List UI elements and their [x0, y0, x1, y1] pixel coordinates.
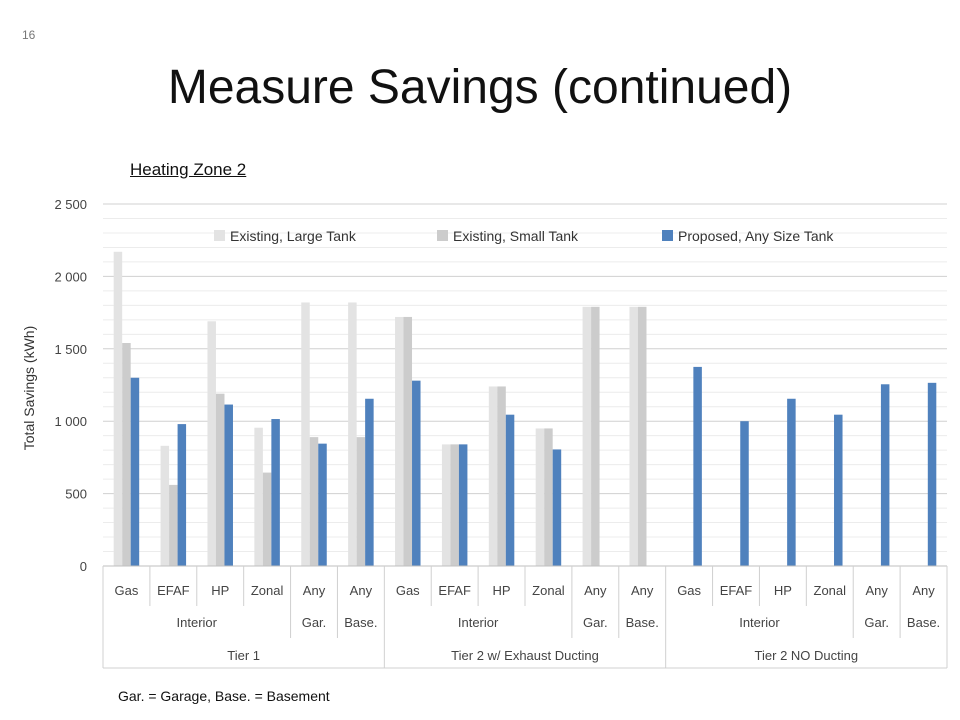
legend-label: Existing, Large Tank — [230, 228, 357, 244]
bar — [880, 384, 890, 566]
x-axis-table: Gas EFAF HP Zonal Any Any Gas EFAF HP Zonal Any Any… — [102, 565, 948, 669]
category-label: EFAF — [438, 583, 471, 598]
group-label: Base. — [626, 615, 659, 630]
bar — [160, 445, 170, 566]
y-tick-label: 0 — [80, 559, 87, 574]
group-label: Interior — [739, 615, 780, 630]
bar — [262, 472, 272, 566]
category-label: Gas — [396, 583, 420, 598]
category-label: HP — [211, 583, 229, 598]
group-label: Gar. — [864, 615, 889, 630]
bar — [122, 343, 131, 566]
bar — [130, 377, 140, 566]
category-label: Gas — [677, 583, 701, 598]
bar — [271, 419, 280, 566]
category-label: EFAF — [720, 583, 753, 598]
bar — [582, 306, 592, 566]
bar — [215, 393, 225, 566]
category-label: Zonal — [251, 583, 284, 598]
legend-swatch — [437, 230, 448, 241]
legend: Existing, Large Tank Existing, Small Tank… — [214, 228, 834, 244]
group-label: Interior — [177, 615, 218, 630]
category-label: Any — [584, 583, 607, 598]
bars — [113, 251, 937, 566]
bar — [441, 444, 451, 566]
group-label: Gar. — [302, 615, 327, 630]
bar — [535, 428, 545, 566]
legend-swatch — [214, 230, 225, 241]
tier-label: Tier 2 NO Ducting — [755, 648, 859, 663]
bar — [740, 421, 749, 566]
bar — [927, 382, 937, 566]
bar — [177, 424, 187, 566]
y-tick-label: 2 000 — [54, 269, 87, 284]
group-label: Interior — [458, 615, 499, 630]
bar — [356, 437, 366, 566]
footnote: Gar. = Garage, Base. = Basement — [118, 688, 330, 704]
bar — [787, 398, 796, 566]
slide-title: Measure Savings (continued) — [167, 61, 793, 114]
bar — [544, 428, 553, 566]
bar — [348, 302, 357, 566]
bar — [365, 398, 374, 566]
slide-number: 16 — [22, 28, 36, 42]
y-tick-label: 1 000 — [54, 414, 87, 429]
y-tick-label: 500 — [65, 487, 87, 502]
tier-label: Tier 1 — [227, 648, 260, 663]
group-label: Base. — [344, 615, 377, 630]
chart-title: Heating Zone 2 — [130, 160, 247, 179]
bar — [318, 443, 327, 566]
group-label: Gar. — [583, 615, 608, 630]
bar — [403, 316, 413, 566]
category-label: Any — [912, 583, 935, 598]
bar — [254, 427, 263, 566]
y-tick-label: 1 500 — [54, 342, 87, 357]
bar — [693, 366, 702, 566]
category-label: Gas — [115, 583, 139, 598]
bar — [301, 302, 310, 566]
bar — [637, 306, 647, 566]
bar — [497, 386, 506, 566]
category-label: Zonal — [532, 583, 565, 598]
bar — [505, 414, 515, 566]
legend-label: Existing, Small Tank — [453, 228, 579, 244]
category-label: Any — [865, 583, 888, 598]
tier-label: Tier 2 w/ Exhaust Ducting — [451, 648, 599, 663]
bar — [113, 251, 123, 566]
bar — [450, 444, 459, 566]
bar — [169, 484, 178, 566]
bar — [629, 306, 638, 566]
bar — [309, 437, 319, 566]
bar — [552, 449, 562, 566]
bar — [488, 386, 498, 566]
group-label: Base. — [907, 615, 940, 630]
category-label: Any — [350, 583, 373, 598]
category-label: EFAF — [157, 583, 190, 598]
grid-lines — [103, 203, 947, 567]
bar — [834, 414, 843, 566]
bar — [207, 321, 216, 566]
bar — [412, 380, 421, 566]
category-label: Any — [303, 583, 326, 598]
category-label: HP — [774, 583, 792, 598]
category-label: HP — [493, 583, 511, 598]
bar — [224, 404, 233, 566]
y-axis-ticks: 0 500 1 000 1 500 2 000 2 500 — [54, 197, 87, 574]
legend-label: Proposed, Any Size Tank — [678, 228, 834, 244]
legend-swatch — [662, 230, 673, 241]
bar — [395, 316, 404, 566]
y-tick-label: 2 500 — [54, 197, 87, 212]
category-label: Any — [631, 583, 654, 598]
bar — [458, 444, 468, 566]
bar — [591, 306, 600, 566]
y-axis-label: Total Savings (kWh) — [21, 326, 37, 450]
category-label: Zonal — [814, 583, 847, 598]
